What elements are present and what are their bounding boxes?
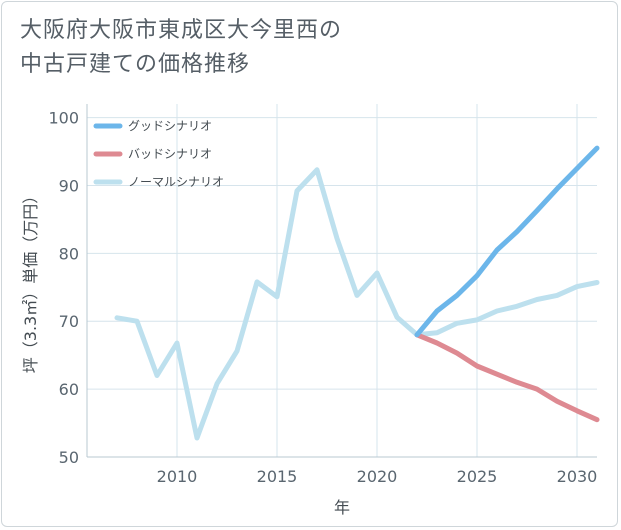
- x-tick-labels: 2010 2015 2020 2025 2030: [157, 467, 598, 486]
- legend-label-1: バッドシナリオ: [128, 147, 212, 161]
- x-tick-label-2010: 2010: [157, 467, 198, 486]
- chart-title-line-1: 大阪府大阪市東成区大今里西の: [20, 18, 343, 43]
- legend-label-0: グッドシナリオ: [128, 119, 212, 133]
- plot-border: [86, 104, 597, 458]
- x-tick-label-2015: 2015: [257, 467, 298, 486]
- x-tick-label-2025: 2025: [457, 467, 498, 486]
- series-line-1: [414, 332, 600, 423]
- series-layer: [114, 145, 600, 441]
- chart-title-line-2: 中古戸建ての価格推移: [20, 52, 251, 77]
- y-tick-label-50: 50: [59, 448, 79, 467]
- x-axis-title: 年: [334, 498, 350, 517]
- chart-title: 大阪府大阪市東成区大今里西の 中古戸建ての価格推移: [20, 14, 342, 82]
- y-tick-label-70: 70: [59, 312, 79, 331]
- y-axis-title: 坪（3.3㎡）単価（万円）: [21, 188, 40, 373]
- y-tick-label-80: 80: [59, 244, 79, 263]
- y-tick-labels: 50 60 70 80 90 100: [48, 109, 79, 467]
- x-tick-label-2030: 2030: [557, 467, 598, 486]
- y-tick-label-90: 90: [59, 176, 79, 195]
- y-tick-label-60: 60: [59, 380, 79, 399]
- series-line-2: [114, 167, 600, 441]
- y-tick-label-100: 100: [48, 109, 79, 128]
- x-tick-label-2020: 2020: [357, 467, 398, 486]
- series-line-0: [414, 145, 600, 338]
- legend-label-2: ノーマルシナリオ: [128, 175, 224, 189]
